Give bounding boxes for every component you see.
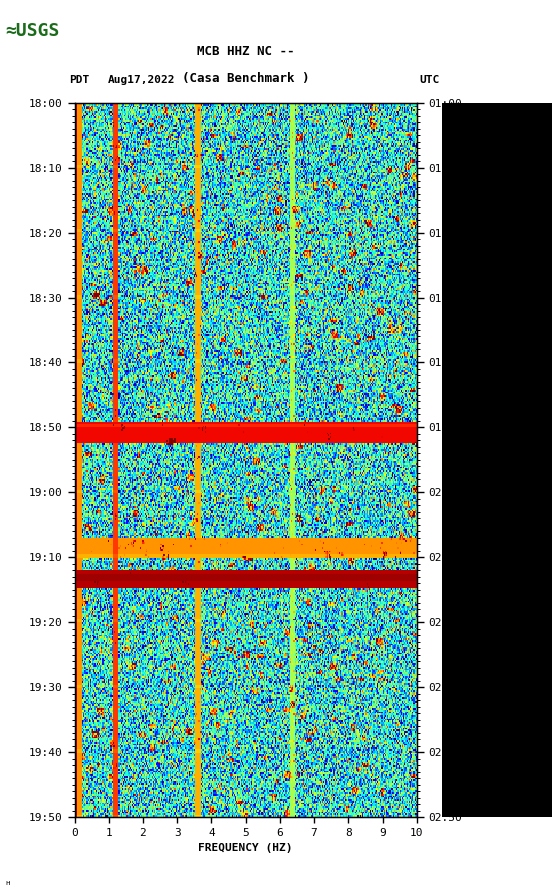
Text: MCB HHZ NC --: MCB HHZ NC --	[197, 45, 294, 58]
X-axis label: FREQUENCY (HZ): FREQUENCY (HZ)	[198, 843, 293, 853]
Text: (Casa Benchmark ): (Casa Benchmark )	[182, 71, 309, 85]
Text: UTC: UTC	[420, 75, 440, 85]
Text: Aug17,2022: Aug17,2022	[108, 75, 175, 85]
Text: ʜ: ʜ	[6, 880, 10, 886]
Text: ≈USGS: ≈USGS	[6, 22, 60, 40]
Text: PDT: PDT	[69, 75, 89, 85]
